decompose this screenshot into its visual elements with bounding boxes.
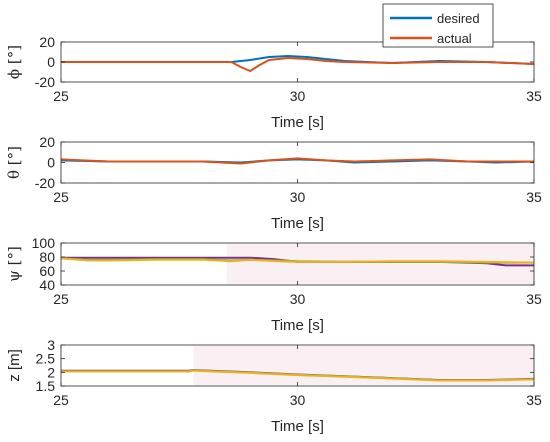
y-tick-label: -20 bbox=[35, 175, 55, 191]
legend: desired actual bbox=[382, 3, 494, 48]
shaded-band bbox=[193, 346, 534, 385]
legend-label-actual: actual bbox=[437, 31, 472, 46]
legend-label-desired: desired bbox=[437, 11, 480, 26]
y-tick-label: 2 bbox=[47, 364, 55, 380]
x-tick-label: 35 bbox=[526, 189, 542, 205]
y-tick-label: 2.5 bbox=[36, 351, 56, 367]
legend-box bbox=[382, 3, 494, 48]
y-tick-label: 100 bbox=[32, 235, 56, 251]
y-axis-label: z [m] bbox=[6, 349, 23, 382]
x-axis-label: Time [s] bbox=[271, 215, 324, 232]
x-tick-label: 30 bbox=[290, 189, 306, 205]
x-axis-label: Time [s] bbox=[271, 114, 324, 131]
y-tick-label: 20 bbox=[39, 134, 55, 150]
x-axis-label: Time [s] bbox=[271, 317, 324, 334]
y-tick-label: 20 bbox=[39, 34, 55, 50]
x-tick-label: 35 bbox=[526, 392, 542, 408]
x-tick-label: 25 bbox=[53, 88, 69, 104]
y-tick-label: 60 bbox=[39, 263, 55, 279]
series-line-actual bbox=[61, 57, 535, 72]
x-axis-label: Time [s] bbox=[271, 418, 324, 435]
y-axis-label: ϕ [°] bbox=[5, 45, 23, 79]
y-tick-label: 0 bbox=[47, 155, 55, 171]
y-tick-label: 3 bbox=[47, 337, 55, 353]
x-tick-label: 25 bbox=[53, 291, 69, 307]
y-axis-label: ψ [°] bbox=[5, 246, 23, 282]
y-tick-label: 80 bbox=[39, 249, 55, 265]
y-tick-label: 1.5 bbox=[36, 378, 56, 394]
subplot-2: 25 30 35 -20 0 20 Time [s] θ [°] bbox=[5, 134, 542, 232]
y-tick-label: 40 bbox=[39, 277, 55, 293]
series-line-3 bbox=[60, 257, 535, 264]
series-line-2 bbox=[60, 157, 534, 165]
subplot-4: 25 30 35 1.522.53 Time [s] z [m] bbox=[6, 337, 542, 435]
x-tick-label: 30 bbox=[290, 88, 306, 104]
subplot-1: 25 30 35 -20 0 20 Time [s] ϕ [°] bbox=[5, 34, 542, 131]
x-tick-label: 35 bbox=[526, 291, 542, 307]
x-tick-label: 35 bbox=[526, 88, 542, 104]
x-tick-label: 25 bbox=[53, 392, 69, 408]
x-tick-label: 30 bbox=[290, 392, 306, 408]
y-tick-label: 0 bbox=[47, 54, 55, 70]
y-axis-label: θ [°] bbox=[5, 146, 23, 179]
x-tick-label: 30 bbox=[290, 291, 306, 307]
series-line-3 bbox=[61, 369, 535, 382]
y-tick-label: -20 bbox=[35, 74, 55, 90]
x-tick-label: 25 bbox=[53, 189, 69, 205]
